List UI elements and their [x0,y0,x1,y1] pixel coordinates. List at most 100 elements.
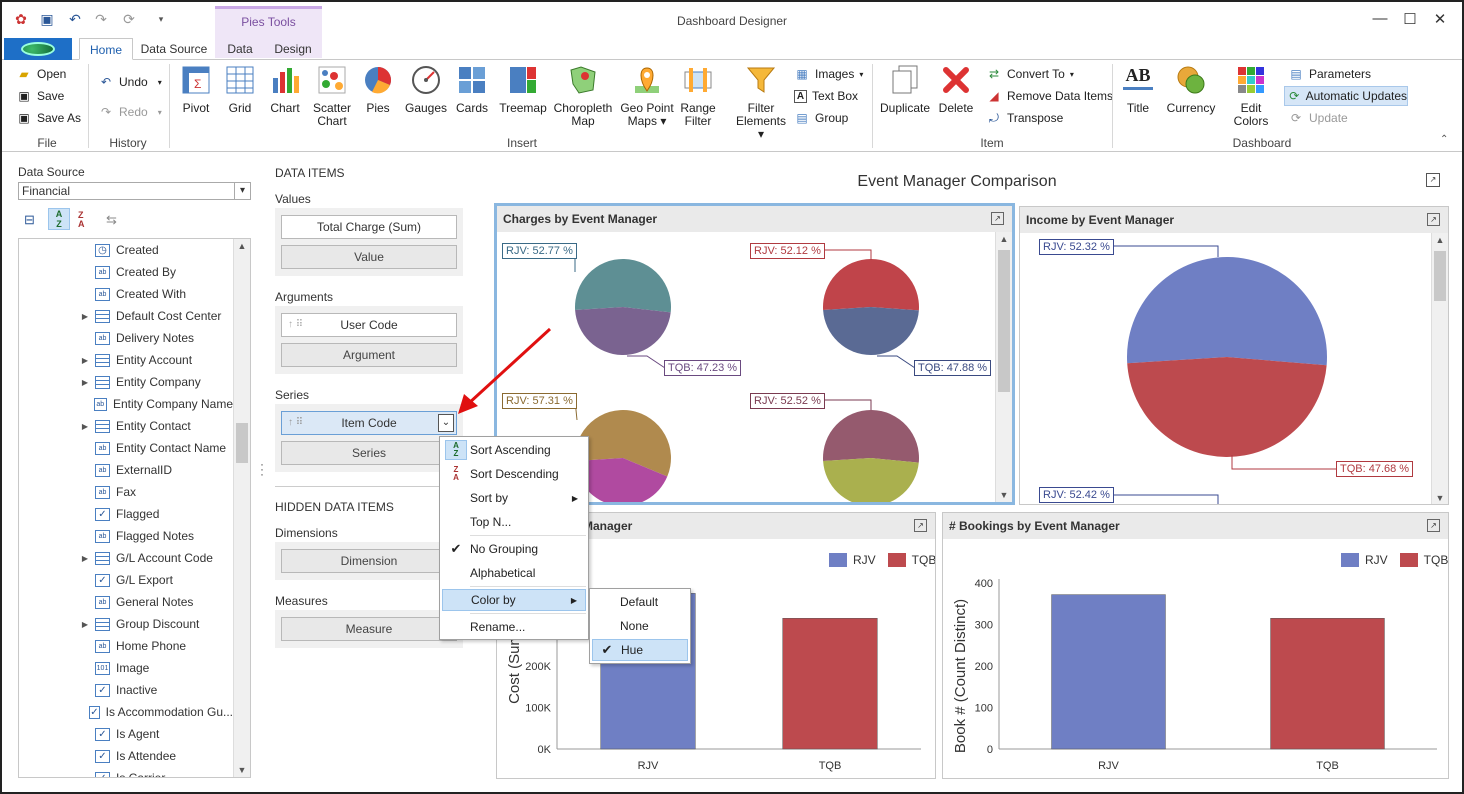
menu-item-top-n[interactable]: Top N... [470,515,512,529]
field-item[interactable]: ab Entity Contact Name [19,437,233,459]
file-tab[interactable] [4,38,72,60]
field-item[interactable]: ab ExternalID [19,459,233,481]
remove-data-items-button[interactable]: ◢ Remove Data Items [986,86,1113,106]
save-button[interactable]: ▣ Save [16,86,64,106]
field-item[interactable]: ▶ Entity Contact [19,415,233,437]
values-placeholder[interactable]: Value [281,245,457,269]
scroll-down-icon[interactable]: ▼ [1435,493,1445,503]
export-icon[interactable]: ↗ [1427,213,1440,226]
income-pie-slice-1[interactable] [1127,357,1327,457]
export-icon[interactable]: ↗ [1427,519,1440,532]
scroll-down-icon[interactable]: ▼ [999,490,1009,500]
tab-design[interactable]: Design [274,42,312,56]
charges-pie-0-slice-1[interactable] [575,307,671,356]
insert-button-scatter[interactable]: Scatter Chart [310,64,354,128]
export-icon[interactable]: ↗ [991,212,1004,225]
undo-dropdown-icon[interactable]: ▾ [157,77,162,87]
collapse-ribbon-icon[interactable]: ⌃ [1440,134,1449,145]
bar-tqb[interactable] [782,618,878,750]
scroll-up-icon[interactable]: ▲ [999,234,1009,244]
tab-data-source[interactable]: Data Source [140,42,208,56]
charges-pie-2-slice-0[interactable] [575,410,671,477]
drag-handle-icon[interactable]: ↑ ⠿ [288,417,304,428]
scroll-thumb[interactable] [998,250,1010,392]
group-by-type-icon[interactable]: ⊟ [24,212,35,227]
tab-home[interactable]: Home [79,38,133,60]
submenu-item-default[interactable]: Default [620,595,659,609]
field-item[interactable]: ab Home Phone [19,635,233,657]
chevron-down-icon[interactable]: ⌄ [438,414,454,432]
insert-button-filter[interactable]: Filter Elements ▾ [732,64,790,141]
submenu-item-none[interactable]: None [620,619,649,633]
charges-pie-3-slice-1[interactable] [823,458,919,502]
charges-pie-1-slice-1[interactable] [823,307,919,356]
field-item[interactable]: ab Flagged Notes [19,525,233,547]
field-item[interactable]: ▶ G/L Account Code [19,547,233,569]
scroll-down-icon[interactable]: ▼ [237,765,247,775]
maximize-icon[interactable]: ☐ [1403,11,1417,28]
chevron-down-icon[interactable]: ▾ [234,183,250,199]
insert-button-pies[interactable]: Pies [360,64,396,115]
menu-item-rename[interactable]: Rename... [470,620,526,634]
expand-arrow-icon[interactable]: ▶ [81,619,89,629]
edit-colors-button[interactable]: Edit Colors [1222,64,1280,128]
values-item[interactable]: Total Charge (Sum) [281,215,457,239]
scroll-up-icon[interactable]: ▲ [237,241,247,251]
insert-button-cards[interactable]: Cards [452,64,492,115]
convert-to-button[interactable]: ⇄ Convert To ▾ [986,64,1074,84]
dimensions-placeholder[interactable]: Dimension [281,549,457,573]
scroll-thumb[interactable] [1434,251,1446,301]
menu-item-sort-by[interactable]: Sort by ▶ [470,491,578,505]
field-item[interactable]: ✓ Is Attendee [19,745,233,767]
insert-button-treemap[interactable]: Treemap [498,64,548,115]
field-item[interactable]: ab General Notes [19,591,233,613]
insert-button-range[interactable]: Range Filter [676,64,720,128]
export-dashboard-icon[interactable]: ↗ [1426,173,1440,187]
menu-item-color-by[interactable]: Color by ▶ [442,589,586,611]
field-item[interactable]: ◷ Created [19,239,233,261]
drag-handle-icon[interactable]: ↑ ⠿ [288,319,304,330]
field-item[interactable]: ab Created By [19,261,233,283]
scroll-up-icon[interactable]: ▲ [1435,235,1445,245]
convert-dropdown-icon[interactable]: ▾ [1069,69,1074,79]
splitter-grip-icon[interactable]: · · · [260,457,264,481]
menu-item-alphabetical[interactable]: Alphabetical [470,566,536,580]
insert-button-chart[interactable]: Chart [268,64,302,115]
expand-arrow-icon[interactable]: ▶ [81,421,89,431]
menu-item-no-grouping[interactable]: ✔ No Grouping [442,538,539,560]
redo-icon[interactable]: ↷ [95,10,107,27]
refresh-icon[interactable]: ⟳ [123,10,135,27]
series-placeholder[interactable]: Series [281,441,457,465]
charges-pie-3-slice-0[interactable] [823,409,919,463]
bar-rjv[interactable] [1051,594,1166,750]
insert-button-gauges[interactable]: Gauges [404,64,448,115]
field-item[interactable]: ✓ Is Accommodation Gu... [19,701,233,723]
field-item[interactable]: ✓ Inactive [19,679,233,701]
save-as-button[interactable]: ▣ Save As [16,108,81,128]
field-item[interactable]: ▶ Group Discount [19,613,233,635]
images-dropdown-icon[interactable]: ▾ [859,69,864,79]
expand-arrow-icon[interactable]: ▶ [81,355,89,365]
currency-button[interactable]: Currency [1164,64,1218,115]
charges-pie-2-slice-1[interactable] [575,458,668,502]
arguments-placeholder[interactable]: Argument [281,343,457,367]
duplicate-button[interactable]: Duplicate [880,64,930,115]
bar-tqb[interactable] [1270,618,1385,750]
automatic-updates-button[interactable]: ⟳ Automatic Updates [1284,86,1408,106]
field-item[interactable]: ab Fax [19,481,233,503]
export-icon[interactable]: ↗ [914,519,927,532]
field-item[interactable]: ✓ Is Carrier [19,767,233,777]
arguments-item[interactable]: ↑ ⠿ User Code [281,313,457,337]
series-item[interactable]: ↑ ⠿ Item Code ⌄ [281,411,457,435]
close-icon[interactable]: ✕ [1433,11,1447,28]
expand-arrow-icon[interactable]: ▶ [81,553,89,563]
insert-button-choropleth[interactable]: Choropleth Map [552,64,614,128]
save-icon[interactable]: ▣ [40,10,54,27]
redo-button[interactable]: ↷ Redo ▾ [98,102,162,122]
text-box-button[interactable]: A Text Box [794,86,858,106]
field-item[interactable]: 101 Image [19,657,233,679]
submenu-item-hue[interactable]: ✔ Hue [592,639,688,661]
measures-placeholder[interactable]: Measure [281,617,457,641]
